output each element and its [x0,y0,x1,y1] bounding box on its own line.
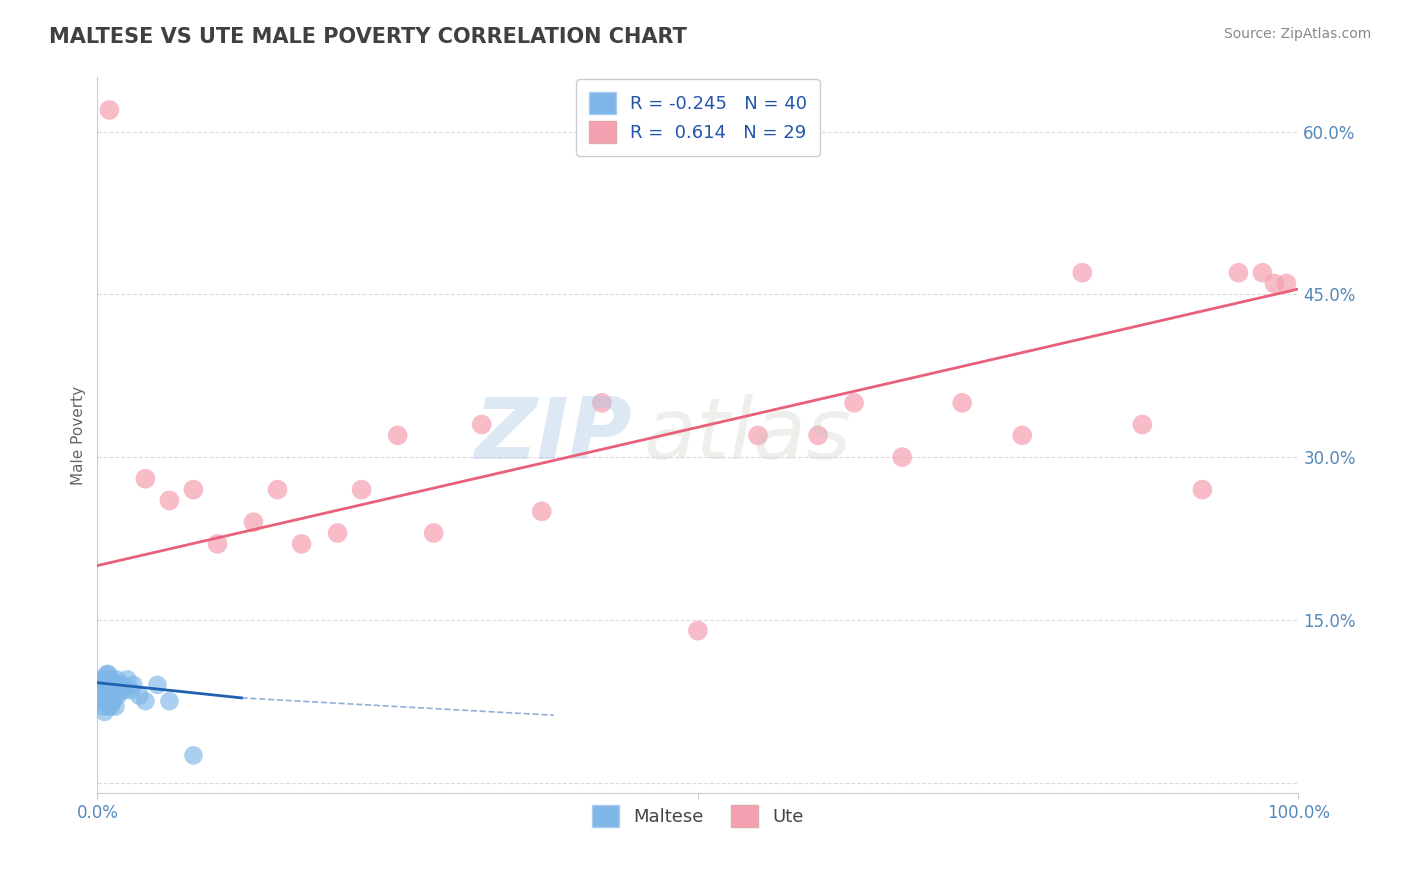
Point [105,673,128,687]
Point [96,667,118,681]
Text: Source: ZipAtlas.com: Source: ZipAtlas.com [1223,27,1371,41]
Point [98,683,121,698]
Point [117,673,139,687]
Point [100,673,122,687]
Point [471,417,494,432]
Point [686,624,709,638]
Point [93,699,115,714]
Point [120,683,142,698]
Point [111,678,134,692]
Point [1227,266,1250,280]
Point [93,705,115,719]
Point [422,526,444,541]
Text: MALTESE VS UTE MALE POVERTY CORRELATION CHART: MALTESE VS UTE MALE POVERTY CORRELATION … [49,27,688,46]
Point [891,450,914,464]
Point [1071,266,1094,280]
Text: atlas: atlas [644,394,852,477]
Point [112,683,135,698]
Point [100,678,122,692]
Point [91,689,114,703]
Point [97,678,120,692]
Point [326,526,349,541]
Point [96,683,118,698]
Point [807,428,830,442]
Point [104,678,127,692]
Point [110,683,132,698]
Point [128,689,150,703]
Point [1251,266,1274,280]
Point [103,689,125,703]
Point [104,699,127,714]
Point [157,694,180,708]
Point [98,673,121,687]
Point [100,694,122,708]
Text: ZIP: ZIP [474,394,631,477]
Point [266,483,288,497]
Point [98,103,121,117]
Point [94,694,117,708]
Point [107,689,129,703]
Point [591,396,613,410]
Y-axis label: Male Poverty: Male Poverty [72,386,86,485]
Point [1191,483,1213,497]
Point [1275,277,1298,291]
Point [122,678,145,692]
Point [1263,277,1285,291]
Point [183,748,205,763]
Point [94,673,117,687]
Point [950,396,973,410]
Point [530,504,553,518]
Point [157,493,180,508]
Point [134,472,156,486]
Point [96,694,118,708]
Point [387,428,409,442]
Point [207,537,229,551]
Point [1130,417,1153,432]
Point [97,667,120,681]
Point [93,683,115,698]
Point [290,537,312,551]
Point [134,694,156,708]
Point [98,694,121,708]
Point [101,694,124,708]
Point [101,678,124,692]
Point [242,515,264,529]
Point [146,678,169,692]
Point [93,678,115,692]
Point [183,483,205,497]
Point [842,396,865,410]
Point [108,678,131,692]
Point [747,428,769,442]
Point [1011,428,1033,442]
Point [97,699,120,714]
Point [100,699,122,714]
Legend: Maltese, Ute: Maltese, Ute [585,798,811,834]
Point [350,483,373,497]
Point [90,673,112,687]
